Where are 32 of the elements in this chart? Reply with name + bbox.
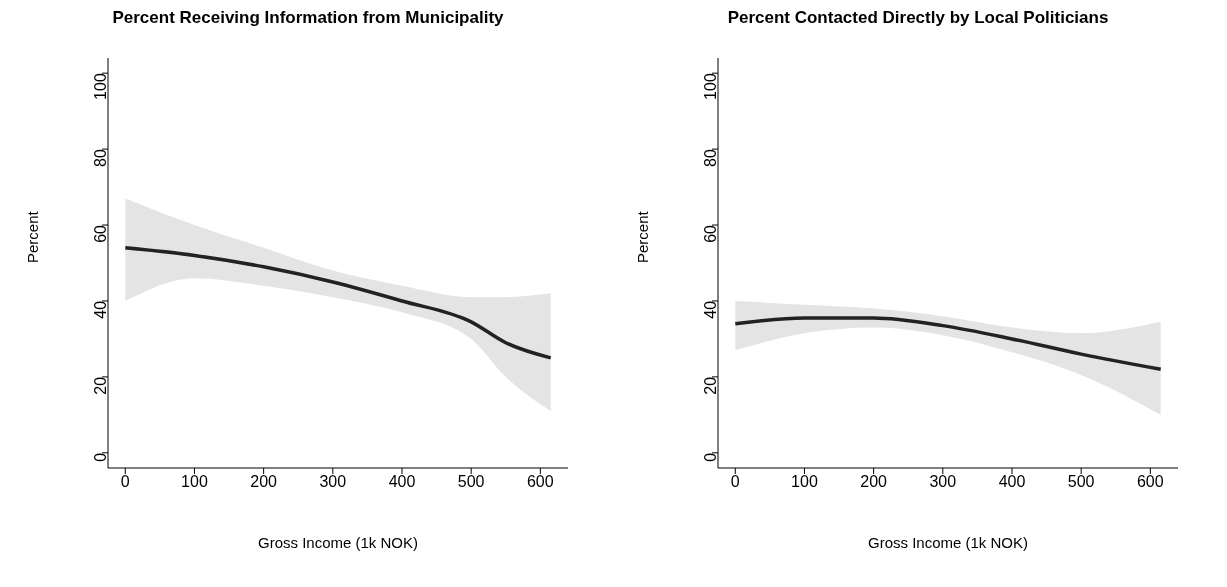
x-tick-label: 500 — [457, 473, 485, 491]
x-tick-label: 400 — [998, 473, 1026, 491]
x-tick-label: 100 — [181, 473, 208, 491]
x-tick-label: 600 — [526, 473, 554, 491]
y-axis-title: Percent — [24, 210, 42, 263]
x-tick-label: 600 — [1136, 473, 1164, 491]
x-tick-label: 300 — [319, 473, 347, 491]
x-tick-label: 0 — [120, 473, 130, 491]
y-axis-title: Percent — [634, 210, 652, 263]
y-tick-label: 100 — [91, 73, 109, 100]
y-tick-label: 80 — [91, 149, 109, 167]
x-tick-label: 200 — [250, 473, 278, 491]
x-tick-label: 0 — [730, 473, 740, 491]
y-tick-label: 80 — [701, 149, 719, 167]
y-tick-label: 0 — [701, 452, 719, 462]
y-tick-label: 20 — [701, 376, 719, 395]
y-tick-label: 0 — [91, 452, 109, 462]
y-tick-label: 40 — [701, 300, 719, 319]
x-tick-label: 300 — [929, 473, 957, 491]
y-tick-label: 60 — [91, 224, 109, 243]
x-tick-label: 200 — [860, 473, 888, 491]
y-tick-label: 20 — [91, 376, 109, 395]
y-tick-label: 100 — [701, 73, 719, 100]
x-axis-title: Gross Income (1k NOK) — [257, 534, 419, 551]
x-axis-title: Gross Income (1k NOK) — [867, 534, 1029, 551]
y-tick-label: 40 — [91, 300, 109, 319]
x-tick-label: 500 — [1067, 473, 1095, 491]
x-tick-label: 400 — [388, 473, 416, 491]
y-tick-label: 60 — [701, 224, 719, 243]
x-tick-label: 100 — [791, 473, 818, 491]
chart-title: Percent Receiving Information from Municipality — [111, 8, 505, 29]
chart-title: Percent Contacted Directly by Local Politicians — [726, 8, 1110, 29]
